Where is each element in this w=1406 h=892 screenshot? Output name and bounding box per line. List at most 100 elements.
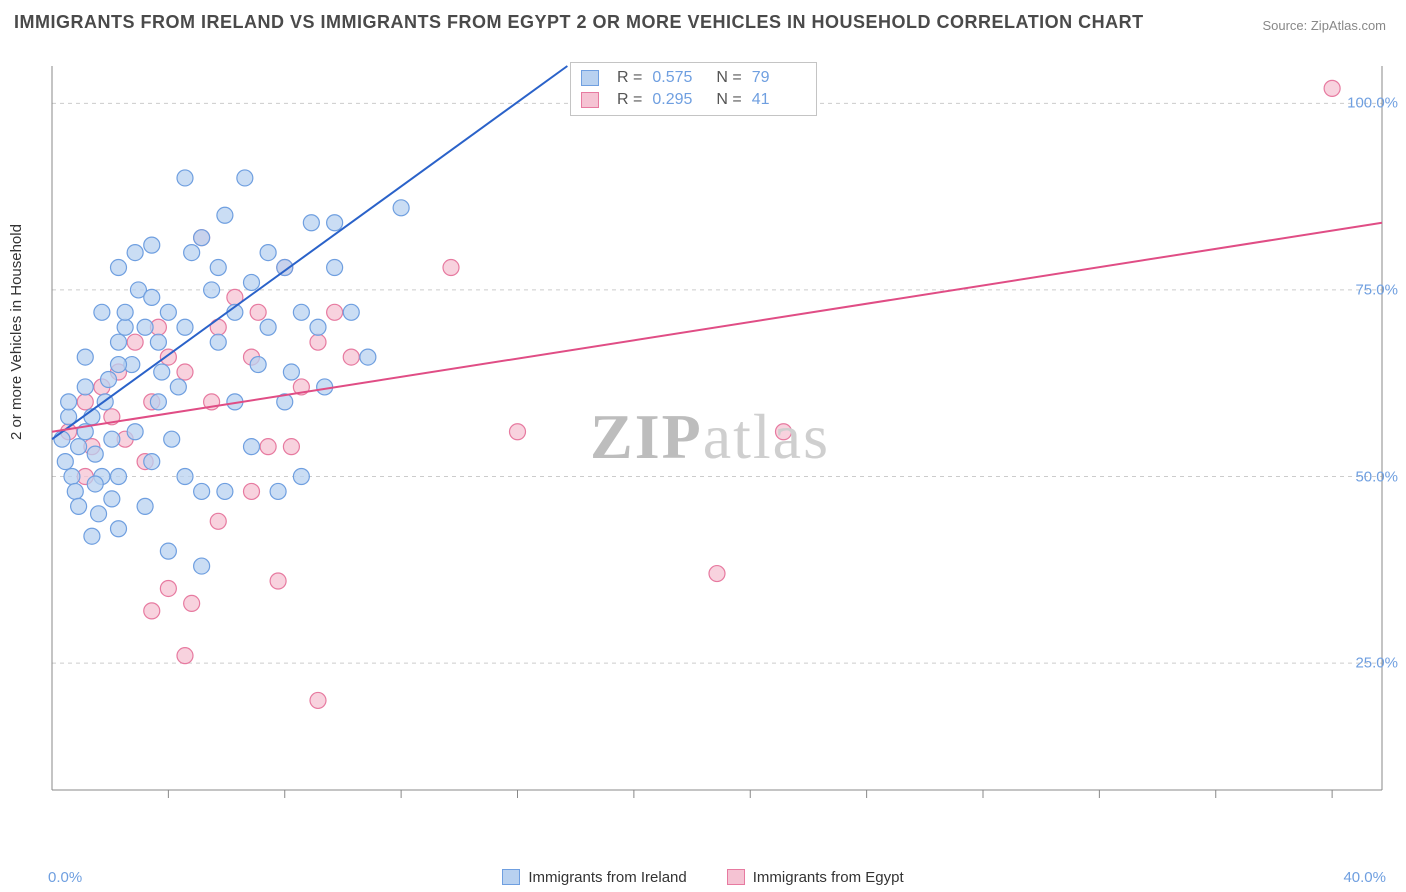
scatter-point — [244, 483, 260, 499]
scatter-point — [260, 245, 276, 261]
scatter-point — [177, 469, 193, 485]
scatter-point — [144, 454, 160, 470]
scatter-point — [77, 394, 93, 410]
scatter-point — [776, 424, 792, 440]
scatter-point — [67, 483, 83, 499]
scatter-point — [144, 237, 160, 253]
scatter-point — [117, 304, 133, 320]
scatter-point — [317, 379, 333, 395]
legend-item: Immigrants from Ireland — [502, 869, 686, 886]
bottom-legend: Immigrants from Ireland Immigrants from E… — [0, 869, 1406, 886]
stat-n-value: 41 — [752, 89, 806, 111]
scatter-point — [111, 334, 127, 350]
stat-r-value: 0.575 — [652, 67, 706, 89]
legend-swatch — [581, 70, 599, 86]
scatter-point — [327, 215, 343, 231]
stats-legend-row: R =0.295N =41 — [581, 89, 806, 111]
scatter-point — [244, 439, 260, 455]
scatter-point — [244, 274, 260, 290]
scatter-point — [327, 260, 343, 276]
scatter-point — [127, 334, 143, 350]
stat-r-label: R = — [617, 89, 642, 111]
scatter-point — [64, 469, 80, 485]
scatter-point — [177, 319, 193, 335]
scatter-point — [144, 289, 160, 305]
scatter-plot — [48, 60, 1386, 820]
scatter-point — [164, 431, 180, 447]
scatter-point — [260, 439, 276, 455]
scatter-point — [61, 394, 77, 410]
scatter-point — [204, 282, 220, 298]
legend-swatch — [727, 869, 745, 885]
stat-n-label: N = — [716, 67, 741, 89]
scatter-point — [709, 566, 725, 582]
scatter-point — [237, 170, 253, 186]
scatter-point — [170, 379, 186, 395]
trend-line — [52, 223, 1382, 432]
scatter-point — [260, 319, 276, 335]
scatter-point — [77, 379, 93, 395]
scatter-point — [343, 304, 359, 320]
scatter-point — [154, 364, 170, 380]
scatter-point — [194, 483, 210, 499]
scatter-point — [177, 648, 193, 664]
y-tick-label: 50.0% — [1355, 468, 1398, 485]
scatter-point — [127, 245, 143, 261]
scatter-point — [91, 506, 107, 522]
scatter-point — [293, 469, 309, 485]
scatter-point — [177, 364, 193, 380]
scatter-point — [303, 215, 319, 231]
scatter-point — [150, 334, 166, 350]
scatter-point — [293, 304, 309, 320]
legend-label: Immigrants from Ireland — [528, 869, 686, 886]
scatter-point — [393, 200, 409, 216]
scatter-point — [104, 491, 120, 507]
legend-item: Immigrants from Egypt — [727, 869, 904, 886]
scatter-point — [117, 319, 133, 335]
scatter-point — [160, 543, 176, 559]
scatter-point — [54, 431, 70, 447]
stat-n-value: 79 — [752, 67, 806, 89]
scatter-point — [101, 371, 117, 387]
scatter-point — [194, 230, 210, 246]
scatter-point — [87, 476, 103, 492]
scatter-point — [510, 424, 526, 440]
scatter-point — [310, 692, 326, 708]
scatter-point — [137, 498, 153, 514]
scatter-point — [194, 558, 210, 574]
stat-r-label: R = — [617, 67, 642, 89]
stats-legend-row: R = 0.575 N = 79 — [581, 67, 806, 89]
scatter-point — [210, 334, 226, 350]
scatter-point — [77, 349, 93, 365]
scatter-point — [160, 580, 176, 596]
scatter-point — [1324, 80, 1340, 96]
scatter-point — [127, 424, 143, 440]
scatter-point — [87, 446, 103, 462]
scatter-point — [57, 454, 73, 470]
scatter-point — [71, 498, 87, 514]
y-tick-label: 75.0% — [1355, 281, 1398, 298]
scatter-point — [104, 431, 120, 447]
scatter-point — [111, 469, 127, 485]
scatter-point — [343, 349, 359, 365]
scatter-point — [270, 483, 286, 499]
y-axis-label: 2 or more Vehicles in Household — [8, 224, 25, 440]
scatter-point — [144, 603, 160, 619]
scatter-point — [160, 304, 176, 320]
scatter-point — [111, 260, 127, 276]
scatter-point — [84, 528, 100, 544]
scatter-point — [283, 439, 299, 455]
scatter-point — [270, 573, 286, 589]
scatter-point — [177, 170, 193, 186]
y-tick-label: 25.0% — [1355, 655, 1398, 672]
scatter-point — [250, 304, 266, 320]
scatter-point — [250, 357, 266, 373]
scatter-point — [71, 439, 87, 455]
scatter-point — [111, 357, 127, 373]
scatter-point — [443, 260, 459, 276]
scatter-point — [310, 334, 326, 350]
legend-label: Immigrants from Egypt — [753, 869, 904, 886]
scatter-point — [217, 483, 233, 499]
stat-n-label: N = — [716, 89, 741, 111]
scatter-point — [283, 364, 299, 380]
